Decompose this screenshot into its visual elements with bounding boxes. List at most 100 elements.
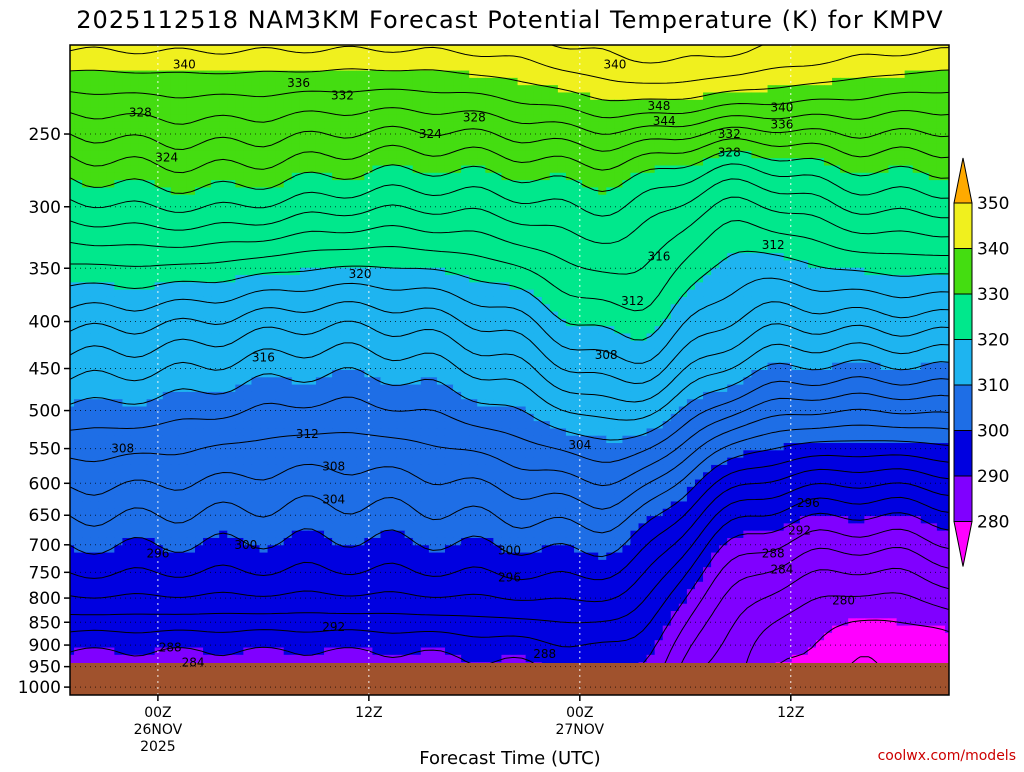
band-cell <box>678 187 688 196</box>
band-cell <box>928 180 938 189</box>
band-cell <box>694 340 704 349</box>
band-cell <box>154 231 164 240</box>
band-cell <box>565 348 575 356</box>
band-cell <box>412 253 422 262</box>
band-cell <box>735 209 744 218</box>
band-cell <box>469 311 478 320</box>
band-cell <box>170 136 180 145</box>
band-cell <box>299 70 309 79</box>
band-cell <box>428 260 438 269</box>
band-cell <box>590 150 599 159</box>
band-cell <box>219 340 228 349</box>
band-cell <box>332 282 341 291</box>
band-cell <box>485 92 494 101</box>
band-cell <box>372 245 382 254</box>
band-cell <box>122 180 132 189</box>
band-cell <box>170 370 180 378</box>
band-cell <box>944 223 949 232</box>
band-cell <box>533 55 543 64</box>
band-cell <box>485 289 494 298</box>
band-cell <box>380 311 390 320</box>
band-cell <box>388 289 398 298</box>
band-cell <box>928 85 938 94</box>
band-cell <box>82 107 91 115</box>
band-cell <box>493 209 503 218</box>
band-cell <box>662 77 672 86</box>
band-cell <box>824 172 833 181</box>
band-cell <box>864 48 873 57</box>
band-cell <box>832 216 841 225</box>
band-cell <box>590 275 599 283</box>
band-cell <box>299 172 309 181</box>
band-cell <box>404 296 414 305</box>
band-cell <box>654 267 664 276</box>
band-cell <box>243 238 253 247</box>
band-cell <box>541 187 551 196</box>
band-cell <box>412 172 422 181</box>
band-cell <box>106 48 115 57</box>
band-cell <box>896 172 906 181</box>
band-cell <box>74 362 83 371</box>
band-cell <box>856 114 865 123</box>
band-cell <box>348 99 357 108</box>
band-cell <box>670 136 680 145</box>
band-cell <box>904 55 914 64</box>
band-cell <box>412 165 422 174</box>
band-cell <box>590 340 599 349</box>
band-cell <box>348 238 357 247</box>
band-cell <box>840 289 849 298</box>
band-cell <box>719 99 728 108</box>
band-cell <box>412 92 422 101</box>
band-cell <box>436 355 446 364</box>
band-cell <box>138 209 148 218</box>
band-cell <box>517 180 527 189</box>
band-cell <box>574 63 583 72</box>
band-cell <box>767 304 777 313</box>
band-cell <box>856 231 865 240</box>
band-cell <box>154 165 164 174</box>
band-cell <box>444 216 454 225</box>
band-cell <box>703 209 712 218</box>
band-cell <box>840 99 849 108</box>
band-cell <box>807 172 817 181</box>
band-cell <box>703 289 712 298</box>
band-cell <box>848 70 857 79</box>
band-cell <box>517 304 527 313</box>
band-cell <box>428 231 438 240</box>
band-cell <box>727 114 736 123</box>
band-cell <box>275 128 285 137</box>
band-cell <box>896 209 906 218</box>
band-cell <box>436 45 446 50</box>
band-cell <box>864 128 873 137</box>
band-cell <box>291 77 301 86</box>
band-cell <box>654 70 664 79</box>
band-cell <box>211 77 220 86</box>
band-cell <box>461 311 470 320</box>
band-cell <box>549 99 559 108</box>
band-cell <box>574 326 583 335</box>
band-cell <box>485 143 494 152</box>
band-cell <box>267 107 277 115</box>
band-cell <box>461 355 470 364</box>
band-cell <box>501 55 511 64</box>
band-cell <box>340 238 349 247</box>
band-cell <box>106 311 115 320</box>
band-cell <box>646 282 656 291</box>
band-cell <box>888 202 898 210</box>
band-cell <box>372 362 382 371</box>
band-cell <box>90 99 99 108</box>
band-cell <box>219 333 228 342</box>
band-cell <box>832 355 841 364</box>
band-cell <box>501 180 511 189</box>
band-cell <box>227 209 236 218</box>
band-cell <box>98 63 107 72</box>
band-cell <box>807 114 817 123</box>
band-cell <box>170 45 180 50</box>
band-cell <box>501 238 511 247</box>
band-cell <box>646 216 656 225</box>
band-cell <box>356 128 365 137</box>
band-cell <box>428 48 438 57</box>
band-cell <box>251 340 261 349</box>
band-cell <box>541 158 551 167</box>
band-cell <box>533 85 543 94</box>
